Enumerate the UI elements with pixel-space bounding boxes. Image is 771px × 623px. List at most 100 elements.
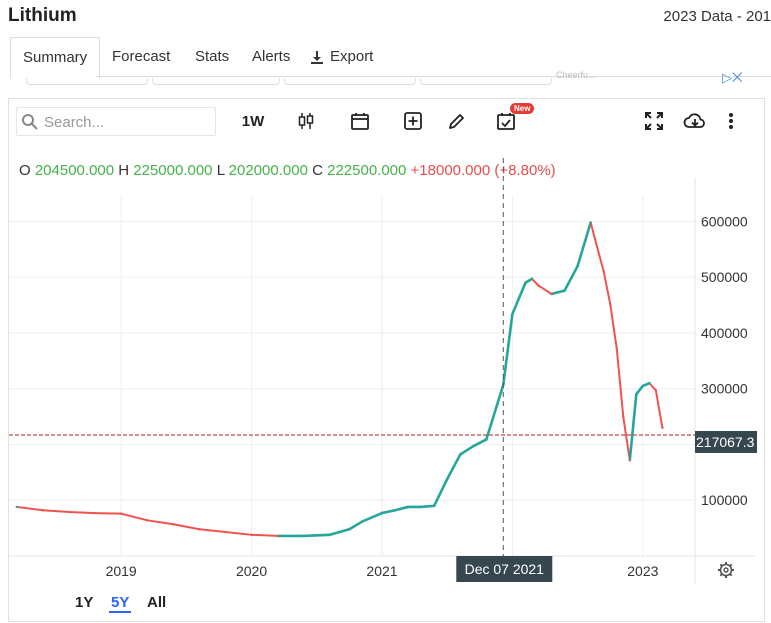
data-point [511,312,514,316]
price-segment [609,302,618,350]
data-point [459,453,462,456]
gear-tooth [719,573,723,577]
change-value: +18000.000 (+8.80%) [410,162,556,179]
price-segment [328,527,351,537]
ohlc-legend: O 204500.000 H 225000.000 L 202000.000 C… [19,162,556,179]
pencil-icon[interactable] [445,110,469,132]
range-all-button[interactable]: All [147,594,167,611]
data-point [146,519,149,522]
data-point [472,444,475,448]
ghost-text: Cheerfu... [556,70,596,80]
price-segment [302,533,332,538]
price-segment [635,384,645,396]
x-tick-label: 2023 [627,563,658,579]
data-point [609,302,612,306]
price-segment [380,508,397,515]
close-label: C [312,162,323,179]
data-point [641,384,645,388]
tab-export[interactable]: Export [310,37,373,77]
new-badge: New [510,103,535,114]
x-tick-label: 2021 [366,563,397,579]
high-label: H [118,162,130,179]
data-point [446,477,449,481]
data-point [198,528,201,531]
price-segment [458,444,475,456]
price-segment [485,383,505,441]
gear-ring [719,563,733,577]
data-point [615,347,618,350]
data-point [589,221,592,224]
price-segment [511,281,527,316]
data-point [628,458,631,462]
price-segment [471,438,488,448]
ad-choices-icon[interactable]: ▷⨉ [722,70,743,85]
fullscreen-icon[interactable] [642,110,666,132]
data-point [524,281,527,284]
y-tick-label: 300000 [701,381,748,397]
more-vertical-icon[interactable] [722,110,740,132]
chart-panel [8,98,765,622]
search-placeholder: Search... [44,114,105,131]
low-value: 202000.000 [228,162,308,179]
range-5y-button[interactable]: 5Y [109,594,132,613]
calendar-check-icon[interactable] [494,110,518,132]
cloud-download-icon[interactable] [682,110,708,132]
data-point [41,509,45,512]
tab-bar: Summary Forecast Stats Alerts Export [10,37,771,78]
y-tick-label: 400000 [701,325,748,341]
price-segment [563,264,579,292]
crosshair-date-label: Dec 07 2021 [465,561,545,577]
price-segment [648,382,657,392]
tab-underline [96,76,771,77]
data-point [576,264,579,268]
price-segment [628,393,638,462]
last-price-label-bg [695,430,757,453]
price-segment [615,347,625,418]
gear-tooth [729,573,733,577]
tab-alerts[interactable]: Alerts [252,48,291,65]
price-segment [524,277,534,285]
price-segment [67,510,97,515]
price-segment [501,312,514,387]
open-value: 204500.000 [34,162,115,179]
candles-icon[interactable] [294,110,318,132]
y-tick-label: 600000 [701,213,748,229]
tab-forecast[interactable]: Forecast [112,48,171,65]
high-value: 225000.000 [133,162,213,179]
data-point [530,277,534,281]
data-point [15,505,19,509]
price-segment [15,505,44,512]
search-input[interactable]: Search... [16,107,216,136]
price-segment [120,512,149,522]
interval-button[interactable]: 1W [241,112,265,130]
ghost-card [420,78,552,85]
open-label: O [19,162,31,179]
data-point [648,381,651,385]
tab-summary[interactable]: Summary [10,37,101,78]
data-point [119,512,123,515]
y-tick-label: 500000 [701,269,748,285]
data-point [93,511,97,515]
ghost-card [26,78,148,85]
ghost-card [284,78,416,85]
data-point [485,438,488,441]
data-point [563,289,566,292]
price-segment [589,221,605,273]
gear-icon[interactable] [718,562,734,578]
price-segment [348,520,364,531]
data-point [432,504,436,508]
data-point [393,509,397,512]
data-point [302,534,305,538]
download-icon [311,50,323,64]
range-1y-button[interactable]: 1Y [75,594,94,611]
calendar-icon[interactable] [348,110,372,132]
price-segment [654,389,664,429]
data-point [380,511,384,515]
low-label: L [216,162,225,179]
price-segment [198,528,227,534]
close-value: 222500.000 [327,162,407,179]
plus-box-icon[interactable] [401,110,425,132]
price-segment [622,415,631,462]
tab-stats[interactable]: Stats [195,48,230,65]
